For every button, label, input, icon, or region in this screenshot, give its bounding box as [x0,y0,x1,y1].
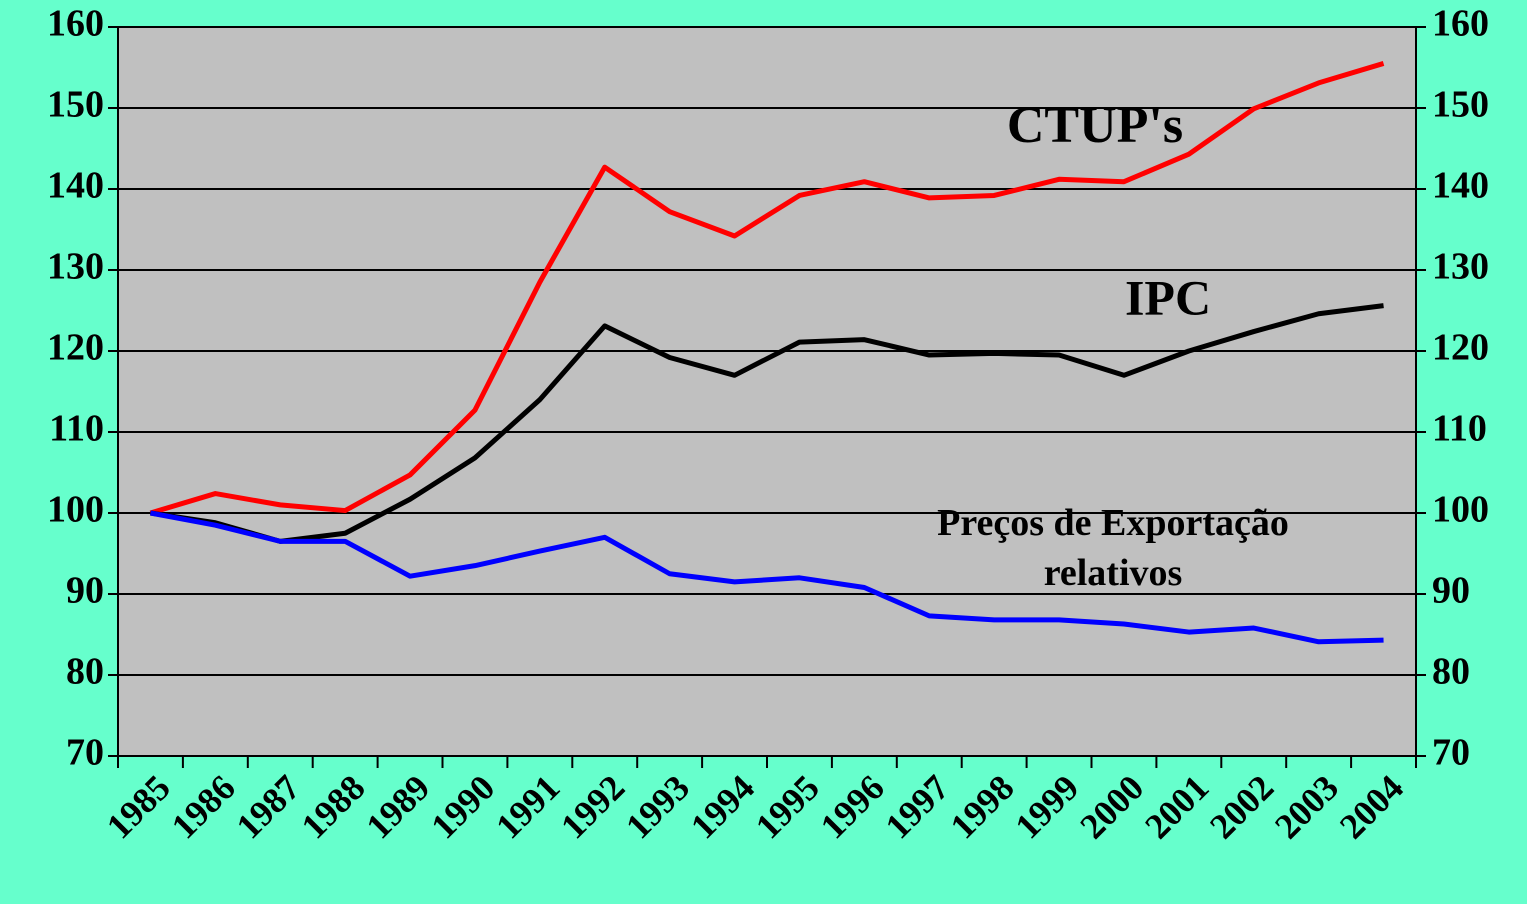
series-line [150,303,1384,544]
x-tick-label: 1998 [942,767,1021,846]
x-tick-label: 1985 [99,767,178,846]
x-tick-label: 1987 [229,767,308,846]
y-tick-label: 150 [47,84,104,126]
y2-tick-label: 110 [1432,408,1487,450]
y-tick-label: 140 [47,165,104,207]
x-tick-label: 1988 [293,767,372,846]
y2-tick-label: 80 [1432,651,1470,693]
x-tick-label: 1992 [553,767,632,846]
x-tick-label: 1996 [813,767,892,846]
plot-area [117,26,1417,757]
y2-tick-label: 130 [1432,246,1489,288]
x-tick-label: 1997 [878,767,957,846]
x-tick-label: 2002 [1202,767,1281,846]
x-tick-label: 1989 [358,767,437,846]
x-tick-label: 2003 [1267,767,1346,846]
y-tick-label: 100 [47,489,104,531]
series-line [149,510,1384,645]
y-tick-label: 80 [66,651,104,693]
x-tick-label: 1986 [164,767,243,846]
y2-tick-label: 70 [1432,732,1470,774]
x-tick-label: 2004 [1332,767,1411,846]
x-tick-label: 1995 [748,767,827,846]
y2-tick-label: 140 [1432,165,1489,207]
y2-tick-label: 120 [1432,327,1489,369]
y-tick-label: 130 [47,246,104,288]
y2-tick-label: 150 [1432,84,1489,126]
x-tick-label: 1993 [618,767,697,846]
x-tick-label: 1991 [488,767,567,846]
x-tick-label: 2001 [1137,767,1216,846]
y-tick-label: 160 [47,3,104,45]
series-label: IPC [1125,269,1211,325]
y-tick-label: 70 [66,732,104,774]
y2-tick-label: 160 [1432,3,1489,45]
series-label: CTUP's [1007,97,1183,154]
x-tick-label: 2000 [1072,767,1151,846]
x-tick-label: 1994 [683,767,762,846]
x-tick-label: 1999 [1007,767,1086,846]
y-tick-label: 90 [66,570,104,612]
y-tick-label: 110 [49,408,104,450]
x-tick-label: 1990 [423,767,502,846]
y-tick-label: 120 [47,327,104,369]
y2-tick-label: 100 [1432,489,1489,531]
y2-tick-label: 90 [1432,570,1470,612]
series-label: Preços de Exportação relativos [937,502,1289,594]
series-line [149,61,1385,516]
